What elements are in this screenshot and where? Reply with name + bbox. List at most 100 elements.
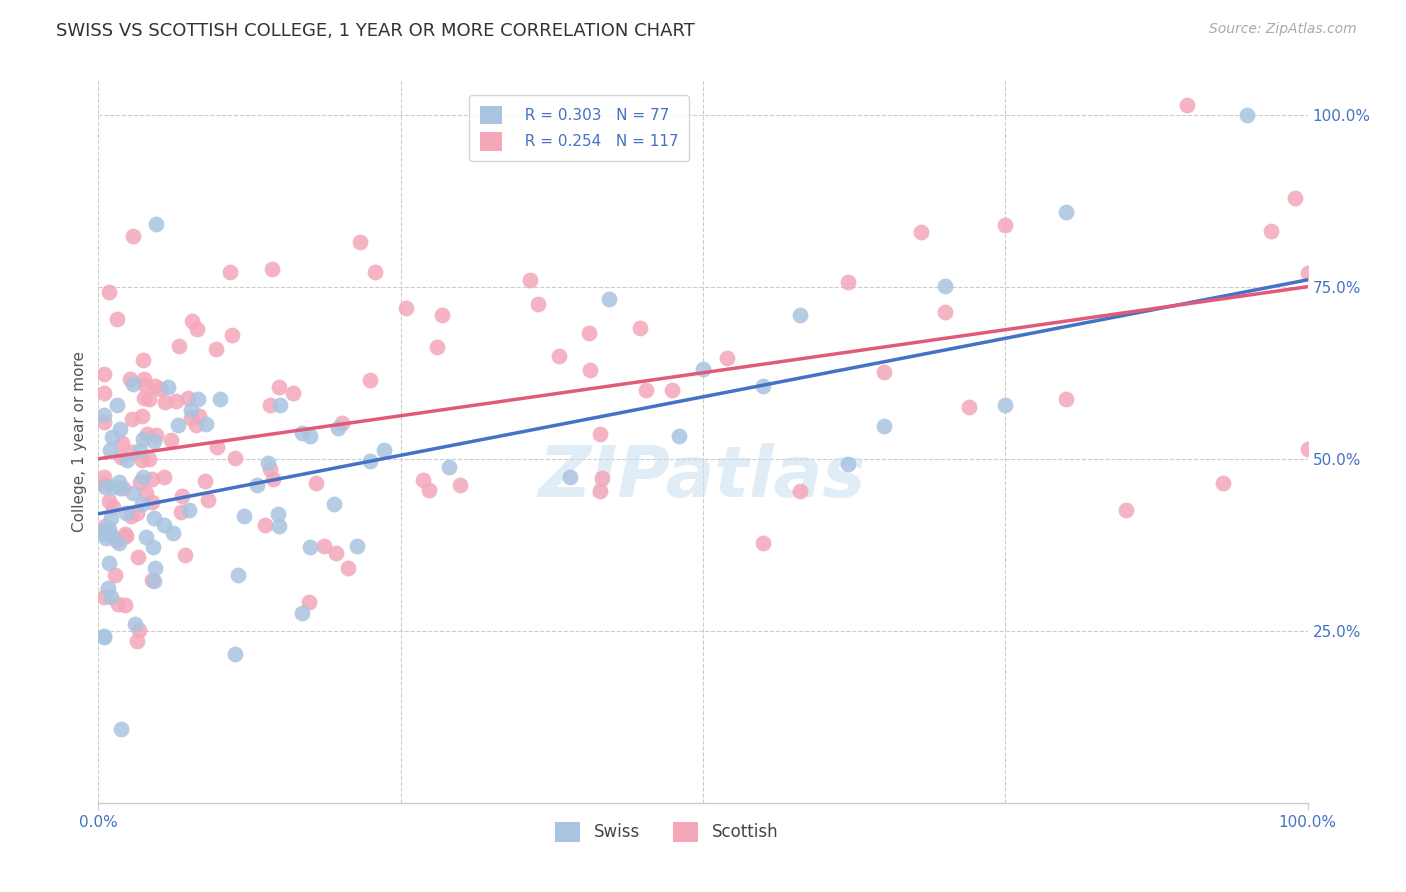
Point: [1296, 266, 1319, 280]
Point: [298, 594, 321, 608]
Point: [96, 581, 118, 595]
Point: [127, 634, 149, 648]
Point: [195, 417, 218, 431]
Point: [128, 623, 150, 637]
Point: [197, 493, 219, 508]
Point: [132, 433, 155, 447]
Point: [97, 494, 120, 508]
Point: [114, 598, 136, 612]
Point: [359, 374, 381, 388]
Point: [837, 275, 859, 289]
Point: [145, 428, 167, 442]
Point: [136, 427, 159, 442]
Point: [267, 508, 290, 522]
Text: Source: ZipAtlas.com: Source: ZipAtlas.com: [1209, 22, 1357, 37]
Point: [291, 606, 314, 620]
Point: [93, 480, 115, 494]
Point: [224, 450, 246, 465]
Point: [135, 530, 157, 544]
Legend: Swiss, Scottish: Swiss, Scottish: [548, 815, 785, 848]
Point: [837, 457, 859, 471]
Point: [94, 519, 117, 533]
Point: [299, 540, 322, 554]
Point: [93, 367, 115, 381]
Point: [108, 475, 131, 489]
Point: [93, 590, 115, 604]
Point: [346, 539, 368, 553]
Point: [187, 392, 209, 406]
Point: [349, 235, 371, 250]
Point: [752, 535, 775, 549]
Point: [118, 372, 141, 386]
Point: [426, 339, 449, 353]
Point: [157, 380, 180, 394]
Point: [145, 217, 167, 231]
Point: [716, 351, 738, 365]
Point: [548, 349, 571, 363]
Point: [1212, 475, 1234, 490]
Point: [97, 285, 120, 300]
Point: [165, 393, 187, 408]
Point: [1296, 442, 1319, 456]
Point: [142, 434, 165, 448]
Point: [578, 326, 600, 340]
Point: [107, 311, 129, 326]
Point: [205, 440, 228, 454]
Point: [186, 321, 208, 335]
Point: [107, 597, 129, 611]
Point: [121, 444, 143, 458]
Point: [121, 509, 143, 524]
Text: ZIPatlas: ZIPatlas: [540, 443, 866, 512]
Point: [789, 483, 811, 498]
Point: [910, 225, 932, 239]
Point: [789, 308, 811, 322]
Point: [527, 297, 550, 311]
Point: [186, 417, 208, 432]
Point: [122, 485, 145, 500]
Point: [141, 472, 163, 486]
Point: [558, 470, 581, 484]
Point: [101, 479, 124, 493]
Point: [125, 506, 148, 520]
Point: [591, 471, 613, 485]
Point: [115, 453, 138, 467]
Point: [96, 531, 118, 545]
Point: [131, 452, 153, 467]
Point: [873, 365, 896, 379]
Point: [204, 343, 226, 357]
Point: [104, 568, 127, 582]
Point: [253, 517, 276, 532]
Point: [1284, 191, 1306, 205]
Point: [124, 616, 146, 631]
Point: [128, 443, 150, 458]
Point: [291, 425, 314, 440]
Point: [110, 422, 132, 436]
Point: [104, 533, 127, 547]
Point: [994, 398, 1017, 412]
Point: [138, 392, 160, 406]
Point: [994, 219, 1017, 233]
Point: [160, 433, 183, 447]
Point: [873, 418, 896, 433]
Point: [173, 548, 195, 562]
Point: [269, 380, 291, 394]
Point: [752, 378, 775, 392]
Point: [281, 386, 304, 401]
Point: [232, 509, 254, 524]
Point: [177, 503, 200, 517]
Point: [314, 540, 336, 554]
Point: [430, 309, 453, 323]
Point: [373, 443, 395, 458]
Point: [269, 398, 291, 412]
Point: [108, 535, 131, 549]
Point: [934, 305, 956, 319]
Point: [180, 313, 202, 327]
Point: [93, 385, 115, 400]
Point: [98, 443, 121, 458]
Point: [330, 416, 353, 430]
Point: [115, 507, 138, 521]
Point: [143, 561, 166, 575]
Point: [364, 265, 387, 279]
Point: [134, 378, 156, 392]
Point: [93, 469, 115, 483]
